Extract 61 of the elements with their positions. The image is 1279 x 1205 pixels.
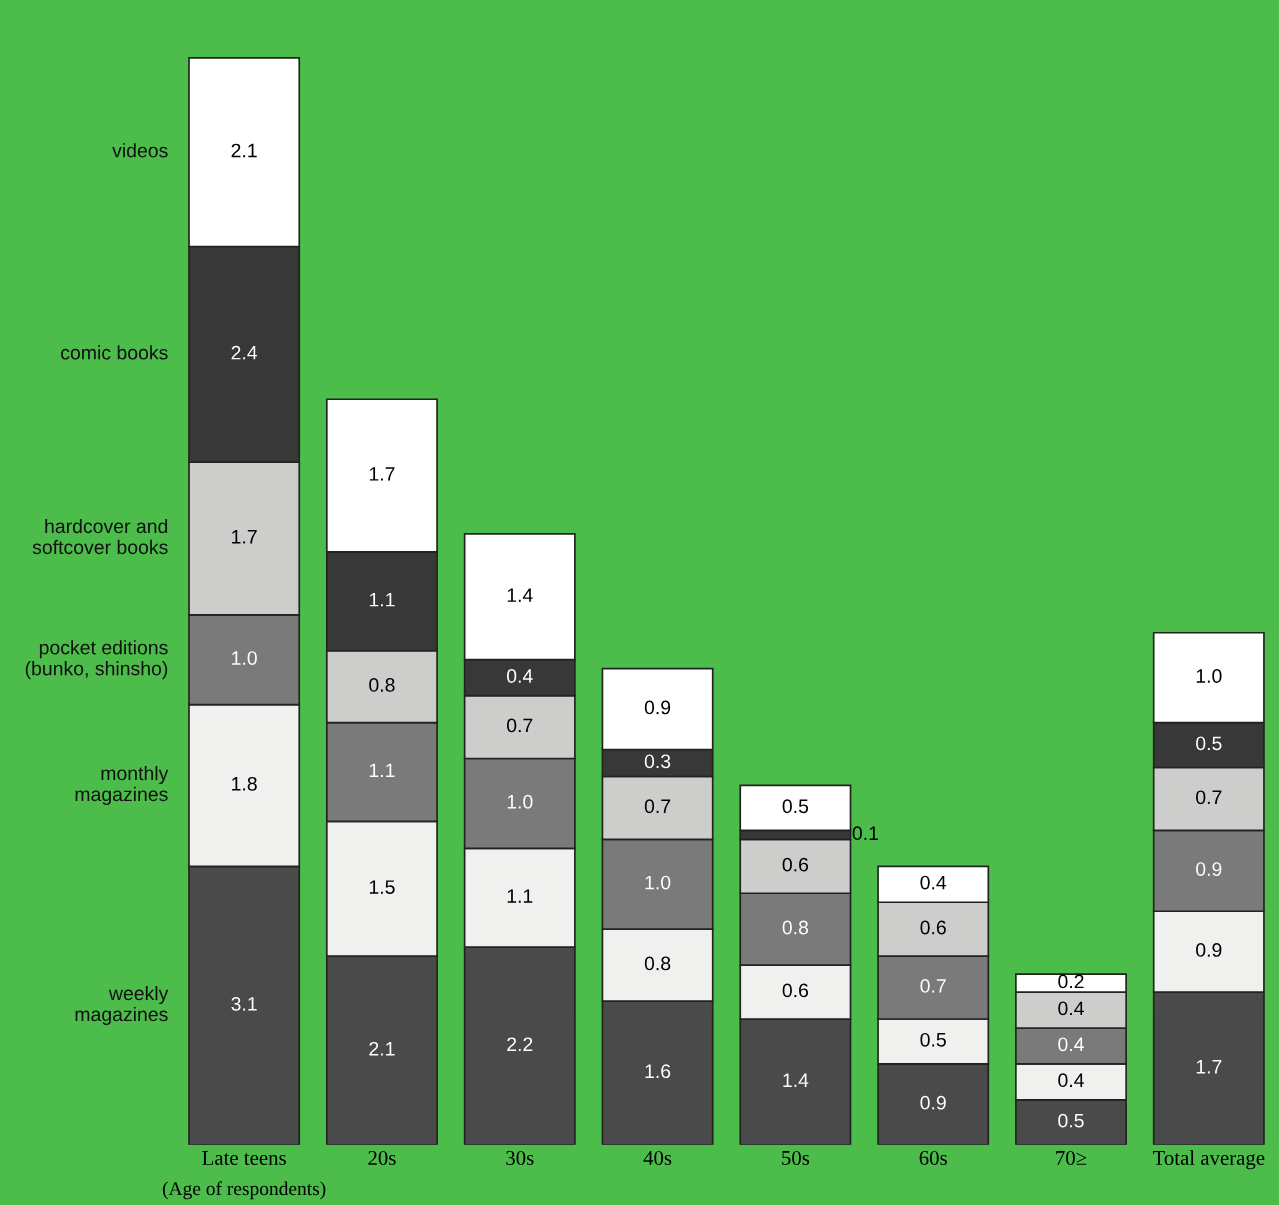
data-label: 0.9: [920, 1095, 946, 1110]
data-label: 1.1: [507, 889, 533, 903]
data-label: 0.3: [644, 754, 671, 769]
data-label: 1.4: [783, 1073, 809, 1087]
data-label: 0.4: [507, 669, 533, 683]
data-label: 1.0: [232, 651, 257, 665]
data-label: 0.8: [644, 956, 671, 971]
x-tick-label: 20s: [368, 1150, 396, 1165]
data-label: 0.6: [782, 983, 809, 998]
data-label: 3.1: [231, 996, 257, 1011]
data-label: 1.6: [645, 1064, 671, 1079]
data-label: 0.4: [1058, 1001, 1084, 1016]
series-label: monthly magazines: [75, 765, 169, 805]
x-tick-label: Total average: [1152, 1150, 1265, 1170]
data-label: 0.9: [644, 700, 671, 715]
x-tick-label: 30s: [506, 1150, 534, 1165]
data-label: 0.4: [920, 875, 947, 890]
data-label: 0.5: [1058, 1113, 1084, 1128]
data-label: 0.9: [1196, 943, 1222, 957]
data-label: 0.7: [644, 799, 671, 814]
data-label: 1.1: [369, 592, 395, 607]
data-label: 0.6: [920, 920, 946, 935]
data-label: 0.2: [1058, 974, 1084, 989]
data-label: 0.5: [782, 799, 809, 814]
data-label: 1.7: [1196, 1060, 1222, 1074]
data-label: 0.7: [920, 979, 946, 993]
series-label: pocket editions (bunko, shinsho): [25, 640, 168, 680]
series-label: videos: [112, 143, 168, 158]
data-label: 0.6: [782, 857, 809, 872]
data-label: 2.1: [231, 143, 257, 158]
data-label: 0.9: [1196, 862, 1222, 877]
data-label: 1.0: [1196, 669, 1222, 683]
series-label: comic books: [61, 345, 168, 360]
data-label: 0.7: [1196, 790, 1222, 805]
data-label: 0.5: [1196, 736, 1222, 751]
series-label: weekly magazines: [75, 985, 169, 1026]
data-label: 0.7: [507, 718, 533, 733]
data-label: 0.5: [920, 1032, 946, 1047]
data-label: 1.4: [507, 588, 533, 602]
data-label: 0.8: [782, 920, 809, 935]
x-axis-title: (Age of respondents): [162, 1181, 326, 1200]
data-label: 0.4: [1058, 1073, 1084, 1088]
data-label: 2.4: [231, 345, 258, 360]
data-label: 1.8: [232, 776, 257, 791]
data-label: 2.2: [507, 1037, 533, 1051]
data-label: 0.1: [852, 826, 878, 841]
x-tick-label: 40s: [643, 1150, 672, 1165]
data-label: 0.4: [1058, 1037, 1084, 1052]
data-label: 1.5: [369, 880, 395, 894]
data-label: 1.7: [232, 530, 257, 544]
data-label: 1.0: [645, 875, 671, 890]
series-label: hardcover and softcover books: [32, 518, 168, 555]
x-tick-label: 50s: [782, 1150, 810, 1165]
data-label: 1.7: [369, 467, 395, 481]
x-tick-label: 60s: [919, 1150, 947, 1165]
x-tick-label: 70≥: [1056, 1150, 1087, 1165]
data-label: 1.0: [507, 794, 533, 809]
data-label: 1.1: [369, 763, 395, 778]
data-label: 0.8: [369, 678, 395, 692]
data-label: 2.1: [369, 1041, 395, 1056]
x-tick-label: Late teens: [202, 1151, 286, 1165]
